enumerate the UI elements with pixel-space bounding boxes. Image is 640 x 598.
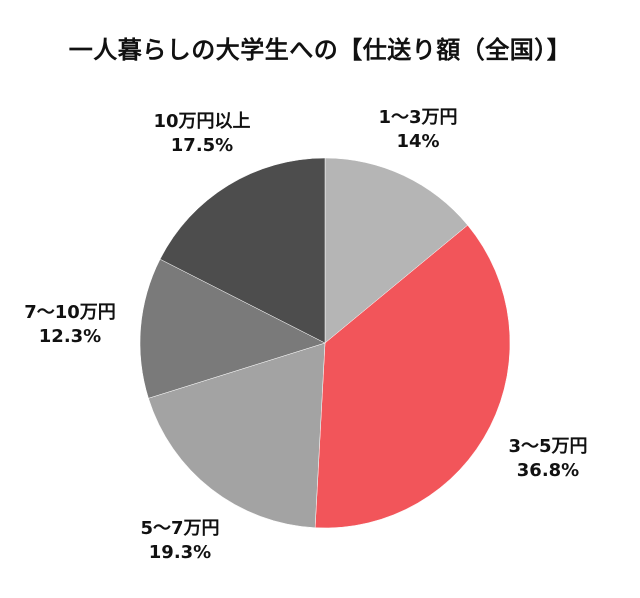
slice-3-5man xyxy=(314,224,511,529)
slice-category: 3〜5万円 xyxy=(508,436,588,457)
slice-7-10man xyxy=(139,258,326,399)
slice-category: 1〜3万円 xyxy=(378,107,458,128)
slice-category: 5〜7万円 xyxy=(140,518,220,539)
slice-category: 10万円以上 xyxy=(153,111,251,132)
slice-category: 7〜10万円 xyxy=(24,302,116,323)
slice-5-7man xyxy=(148,342,326,529)
slice-label-7-10: 7〜10万円 12.3% xyxy=(24,301,116,349)
slice-label-3-5: 3〜5万円 36.8% xyxy=(508,435,587,483)
slice-percent: 17.5% xyxy=(170,135,234,156)
chart-title: 一人暮らしの大学生への【仕送り額（全国）】 xyxy=(68,36,572,64)
slice-10man-plus xyxy=(159,157,326,344)
slice-percent: 14% xyxy=(396,131,440,152)
slice-percent: 12.3% xyxy=(38,326,102,347)
slice-percent: 19.3% xyxy=(148,542,212,563)
slice-label-1-3: 1〜3万円 14% xyxy=(378,106,457,154)
slice-label-10-plus: 10万円以上 17.5% xyxy=(153,110,250,158)
slice-1-3man xyxy=(324,157,469,344)
slice-label-5-7: 5〜7万円 19.3% xyxy=(140,517,219,565)
slice-percent: 36.8% xyxy=(516,460,580,481)
